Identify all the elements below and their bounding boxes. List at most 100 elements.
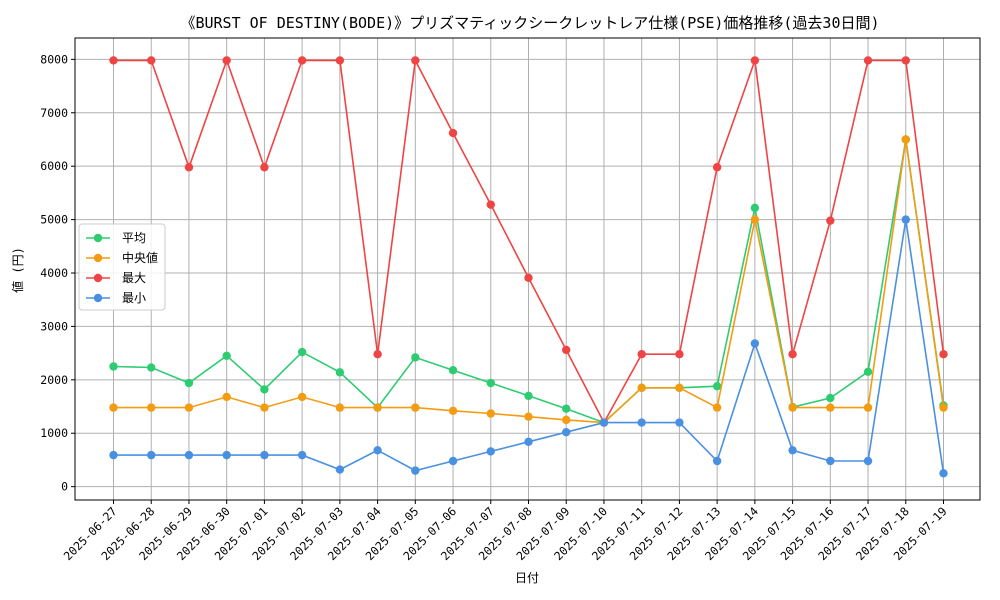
plot-frame	[74, 37, 981, 501]
data-point	[184, 378, 194, 388]
legend-label: 平均	[122, 231, 146, 245]
y-axis-label: 値 (円)	[10, 247, 25, 293]
legend-label: 中央値	[122, 250, 158, 265]
data-point	[335, 368, 345, 377]
data-point	[411, 353, 420, 362]
data-point	[486, 378, 495, 388]
data-point	[448, 456, 458, 466]
data-point	[486, 447, 495, 456]
data-point	[448, 366, 458, 375]
data-point	[184, 163, 194, 172]
legend-label: 最大	[122, 271, 146, 285]
data-point	[788, 403, 797, 412]
data-point	[373, 446, 382, 455]
data-point	[109, 450, 118, 460]
data-point	[184, 450, 194, 460]
data-point	[411, 403, 420, 412]
data-point	[524, 412, 533, 421]
data-point	[222, 450, 231, 460]
grid-layer	[75, 38, 980, 500]
data-point	[297, 392, 307, 402]
data-point	[147, 56, 156, 65]
data-point	[826, 393, 835, 403]
data-point	[863, 456, 873, 466]
y-tick-label: 0	[61, 480, 68, 494]
data-point	[448, 128, 458, 138]
data-point	[335, 56, 345, 65]
data-point	[901, 56, 910, 65]
legend-marker	[93, 233, 103, 243]
data-point	[750, 56, 760, 65]
data-point	[901, 215, 910, 224]
data-point	[562, 415, 571, 425]
y-tick-label: 1000	[40, 426, 68, 440]
legend-marker	[93, 253, 103, 263]
data-point	[675, 418, 684, 427]
data-point	[373, 349, 382, 359]
y-tick-label: 7000	[40, 106, 68, 120]
y-tick-label: 6000	[40, 159, 68, 173]
data-point	[524, 391, 533, 401]
data-point	[147, 403, 156, 412]
legend-box	[78, 223, 166, 311]
data-point	[222, 56, 231, 65]
data-point	[562, 345, 571, 355]
data-point	[486, 409, 495, 418]
y-tick-label: 8000	[40, 52, 68, 66]
data-point	[562, 427, 571, 437]
data-point	[712, 456, 722, 466]
data-point	[826, 403, 835, 412]
data-point	[939, 349, 948, 359]
data-point	[712, 382, 722, 391]
data-point	[750, 339, 760, 348]
data-point	[297, 56, 307, 65]
data-point	[712, 403, 722, 412]
data-point	[788, 446, 797, 455]
data-point	[486, 200, 495, 209]
data-point	[675, 383, 684, 393]
y-tick-label: 4000	[40, 266, 68, 280]
data-point	[826, 456, 835, 466]
x-axis-label: 日付	[515, 571, 539, 585]
data-point	[675, 349, 684, 359]
data-point	[939, 403, 948, 412]
data-point	[750, 203, 760, 213]
data-point	[297, 347, 307, 357]
data-point	[260, 450, 269, 460]
data-point	[222, 351, 231, 360]
y-tick-label: 3000	[40, 319, 68, 333]
data-point	[147, 450, 156, 460]
data-point	[863, 403, 873, 412]
data-point	[147, 363, 156, 372]
legend-label: 最小	[122, 291, 146, 305]
data-point	[750, 215, 760, 224]
data-point	[411, 56, 420, 65]
series-layer	[109, 56, 948, 478]
data-point	[335, 403, 345, 412]
data-point	[599, 418, 609, 427]
data-point	[109, 403, 118, 412]
legend-marker	[93, 273, 103, 283]
legend-marker	[93, 293, 103, 303]
data-point	[863, 56, 873, 65]
data-point	[260, 163, 269, 172]
data-point	[863, 367, 873, 377]
data-point	[788, 349, 797, 359]
data-point	[524, 437, 533, 446]
data-point	[184, 403, 194, 412]
data-point	[562, 404, 571, 413]
data-point	[109, 362, 118, 371]
data-point	[335, 465, 345, 474]
data-point	[222, 392, 231, 402]
data-point	[448, 406, 458, 416]
data-point	[260, 403, 269, 412]
data-point	[260, 385, 269, 394]
data-point	[637, 349, 646, 359]
data-point	[373, 403, 382, 412]
series-最小	[109, 215, 948, 478]
data-point	[826, 216, 835, 225]
chart-title: 《BURST OF DESTINY(BODE)》プリズマティックシークレットレア…	[180, 14, 879, 32]
data-point	[109, 56, 118, 65]
